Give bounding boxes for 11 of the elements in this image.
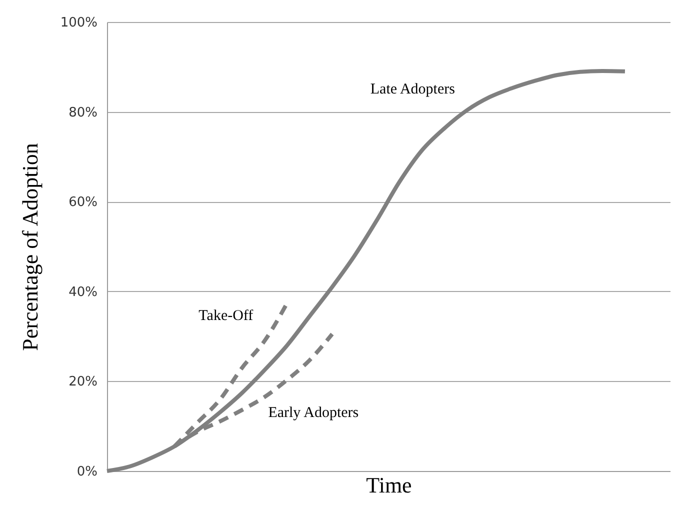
y-tick-label: 20% [68, 374, 98, 390]
series-label: Early Adopters [268, 405, 359, 422]
y-tick-label: 80% [68, 105, 98, 120]
y-tick-label: 100% [60, 16, 98, 30]
series-label: Late Adopters [370, 81, 456, 98]
y-axis-title: Percentage of Adoption [17, 143, 42, 351]
y-tick-label: 40% [68, 284, 98, 300]
y-tick-label: 60% [68, 195, 98, 210]
series-label: Take-Off [198, 308, 254, 324]
x-axis-title: Time [366, 472, 412, 498]
y-tick-label: 0% [76, 464, 98, 480]
